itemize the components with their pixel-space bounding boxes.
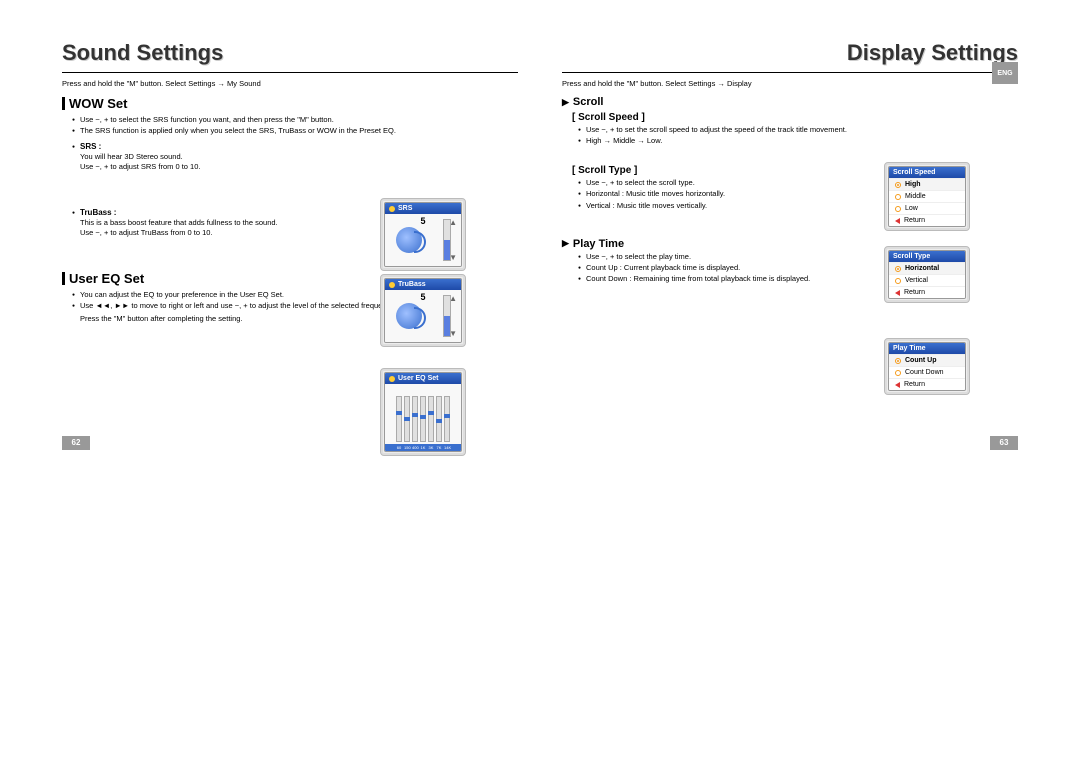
eq-band-label: 3K <box>428 445 434 450</box>
radio-icon <box>895 278 901 284</box>
eq-band-slider <box>412 396 418 442</box>
return-icon <box>895 290 900 296</box>
menu-item: Vertical <box>889 274 965 286</box>
triangle-icon: ▶ <box>562 238 569 249</box>
eq-band-slider <box>436 396 442 442</box>
page-title-right: Display Settings <box>562 40 1018 66</box>
menu-item-label: Return <box>904 381 925 388</box>
scroll-speed-b1: Use −, + to set the scroll speed to adju… <box>578 125 1018 135</box>
scroll-speed-label: [ Scroll Speed ] <box>572 112 1018 123</box>
mock-srs-title: SRS <box>398 205 412 212</box>
wow-set-heading: WOW Set <box>62 96 518 111</box>
eq-band-slider <box>420 396 426 442</box>
sound-icon <box>389 282 395 288</box>
menu-item: Count Up <box>889 354 965 366</box>
eq-band-label: 60 <box>396 445 402 450</box>
triangle-icon: ▶ <box>562 97 569 108</box>
mock-pt-title: Play Time <box>893 345 926 352</box>
menu-item: Middle <box>889 190 965 202</box>
menu-item: Count Down <box>889 366 965 378</box>
mock-play-time: Play Time Count Up Count Down Return <box>884 338 970 395</box>
radio-icon <box>895 182 901 188</box>
eq-band-label: 14K <box>444 445 450 450</box>
radio-icon <box>895 194 901 200</box>
mock-srs-value: 5 <box>420 216 425 226</box>
page-spread: Sound Settings Press and hold the "M" bu… <box>40 40 1040 450</box>
srs-label: SRS : <box>72 142 518 151</box>
eq-band-label: 400 <box>412 445 418 450</box>
srs-desc-1: You will hear 3D Stereo sound. <box>80 152 518 162</box>
menu-item: Return <box>889 286 965 298</box>
user-eq-heading-text: User EQ Set <box>69 271 144 286</box>
scroll-heading-text: Scroll <box>573 96 604 108</box>
eq-band-label: 1K <box>420 445 426 450</box>
speaker-icon <box>396 303 422 329</box>
menu-item-label: Count Down <box>905 369 944 376</box>
menu-item-label: Return <box>904 289 925 296</box>
scroll-heading: ▶ Scroll <box>562 96 1018 108</box>
srs-desc-2: Use −, + to adjust SRS from 0 to 10. <box>80 162 518 172</box>
left-page: Sound Settings Press and hold the "M" bu… <box>40 40 540 450</box>
mock-st-title: Scroll Type <box>893 253 930 260</box>
heading-bar-icon <box>62 97 65 110</box>
mock-trubass-value: 5 <box>420 292 425 302</box>
eq-band-slider <box>404 396 410 442</box>
eq-band-slider <box>396 396 402 442</box>
page-number-left: 62 <box>62 436 90 450</box>
play-time-heading-text: Play Time <box>573 238 624 250</box>
page-title-left: Sound Settings <box>62 40 518 66</box>
mock-srs-screen: SRS 5 ▲ ▼ <box>380 198 466 271</box>
wow-set-heading-text: WOW Set <box>69 96 128 111</box>
scroll-speed-bullets: Use −, + to set the scroll speed to adju… <box>578 125 1018 146</box>
menu-item-label: Low <box>905 205 918 212</box>
menu-item-label: Horizontal <box>905 265 939 272</box>
radio-icon <box>895 370 901 376</box>
language-tab: ENG <box>992 62 1018 84</box>
heading-bar-icon <box>62 272 65 285</box>
return-icon <box>895 382 900 388</box>
mock-eq-screen: User EQ Set 601504001K3K7K14K <box>380 368 466 456</box>
level-slider <box>443 295 451 337</box>
menu-item: Return <box>889 214 965 226</box>
menu-item: High <box>889 178 965 190</box>
mock-eq-title: User EQ Set <box>398 375 438 382</box>
scroll-speed-b2: High → Middle → Low. <box>578 136 1018 146</box>
menu-item-label: Return <box>904 217 925 224</box>
menu-item-label: High <box>905 181 921 188</box>
sound-icon <box>389 376 395 382</box>
menu-item: Horizontal <box>889 262 965 274</box>
mock-scroll-type: Scroll Type Horizontal Vertical Return <box>884 246 970 303</box>
mock-ss-title: Scroll Speed <box>893 169 935 176</box>
breadcrumb-left: Press and hold the "M" button. Select Se… <box>62 79 518 88</box>
level-slider <box>443 219 451 261</box>
wow-bullets: Use −, + to select the SRS function you … <box>72 115 518 136</box>
breadcrumb-right: Press and hold the "M" button. Select Se… <box>562 79 1018 88</box>
wow-bullet-1: Use −, + to select the SRS function you … <box>72 115 518 125</box>
page-number-right: 63 <box>990 436 1018 450</box>
radio-icon <box>895 206 901 212</box>
mock-trubass-title: TruBass <box>398 281 426 288</box>
wow-bullet-2: The SRS function is applied only when yo… <box>72 126 518 136</box>
menu-item-label: Middle <box>905 193 926 200</box>
eq-band-labels: 601504001K3K7K14K <box>385 444 461 451</box>
eq-band-slider <box>428 396 434 442</box>
menu-item: Low <box>889 202 965 214</box>
sound-icon <box>389 206 395 212</box>
mock-trubass-screen: TruBass 5 ▲ ▼ <box>380 274 466 347</box>
speaker-icon <box>396 227 422 253</box>
radio-icon <box>895 358 901 364</box>
menu-item-label: Count Up <box>905 357 937 364</box>
radio-icon <box>895 266 901 272</box>
menu-item-label: Vertical <box>905 277 928 284</box>
eq-band-label: 7K <box>436 445 442 450</box>
eq-band-label: 150 <box>404 445 410 450</box>
eq-band-slider <box>444 396 450 442</box>
menu-item: Return <box>889 378 965 390</box>
return-icon <box>895 218 900 224</box>
eq-sliders <box>385 384 461 444</box>
mock-scroll-speed: Scroll Speed High Middle Low Return <box>884 162 970 231</box>
right-page: Display Settings Press and hold the "M" … <box>540 40 1040 450</box>
